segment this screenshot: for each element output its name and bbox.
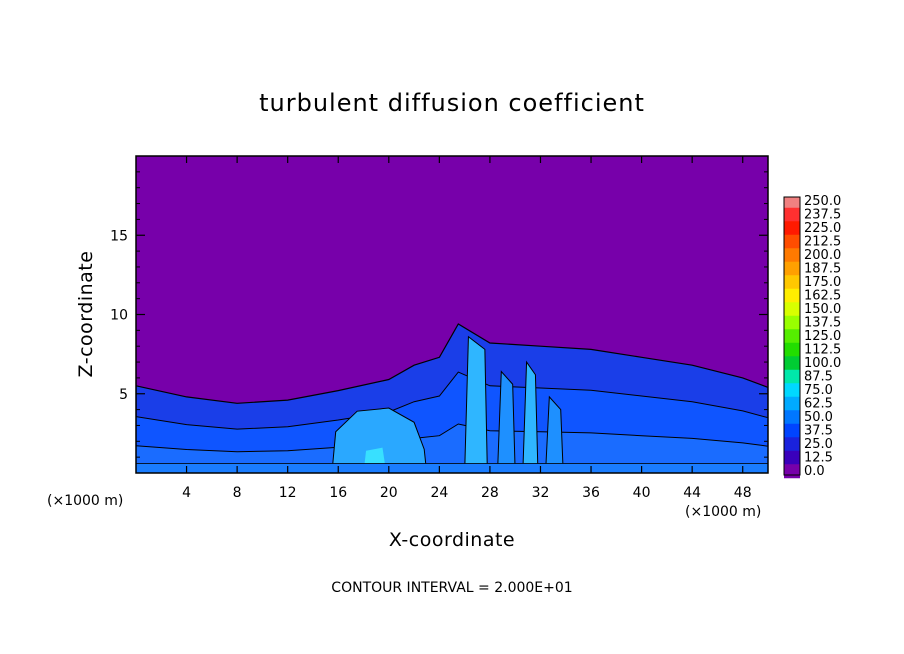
updraft-column <box>497 370 516 473</box>
colorbar-swatch <box>784 288 800 303</box>
colorbar-label: 125.0 <box>804 329 841 344</box>
colorbar-swatch <box>784 248 800 263</box>
colorbar-label: 12.5 <box>804 451 833 466</box>
colorbar-label: 175.0 <box>804 275 841 290</box>
surface-band <box>136 463 768 473</box>
colorbar-label: 150.0 <box>804 302 841 317</box>
colorbar-label: 37.5 <box>804 424 833 439</box>
colorbar-swatch <box>784 464 800 479</box>
x-tick-label: 8 <box>233 485 242 501</box>
y-axis-label: Z-coordinate <box>75 251 97 378</box>
colorbar-label: 200.0 <box>804 248 841 263</box>
x-axis: 4 8 12 16 20 24 28 32 36 40 44 48 <box>182 156 752 501</box>
updraft-column <box>522 360 539 473</box>
colorbar-label: 237.5 <box>804 208 841 223</box>
x-unit-left: (×1000 m) <box>47 493 123 509</box>
updraft-column <box>545 395 564 473</box>
x-tick-label: 48 <box>734 485 752 501</box>
layer-lower-band <box>136 423 768 473</box>
x-tick-label: 44 <box>683 485 701 501</box>
colorbar-label: 225.0 <box>804 221 841 236</box>
chart-title: turbulent diffusion coefficient <box>259 89 645 117</box>
x-tick-label: 36 <box>582 485 600 501</box>
colorbar-swatch <box>784 197 800 211</box>
colorbar-label: 212.5 <box>804 235 841 250</box>
y-tick-label: 10 <box>110 308 128 324</box>
colorbar-swatch <box>784 315 800 330</box>
colorbar-swatch <box>784 261 800 276</box>
colorbar-swatch <box>784 329 800 344</box>
colorbar-label: 0.0 <box>804 464 825 479</box>
colorbar-swatch <box>784 369 800 384</box>
x-tick-label: 40 <box>633 485 651 501</box>
colorbar-label: 87.5 <box>804 370 833 385</box>
colorbar-label: 25.0 <box>804 437 833 452</box>
colorbar-label: 100.0 <box>804 356 841 371</box>
x-tick-label: 20 <box>380 485 398 501</box>
colorbar: 250.0237.5225.0212.5200.0187.5175.0162.5… <box>783 194 841 479</box>
x-tick-label: 16 <box>329 485 347 501</box>
x-tick-label: 24 <box>430 485 448 501</box>
colorbar-swatch <box>784 275 800 290</box>
colorbar-swatch <box>784 234 800 249</box>
x-tick-label: 12 <box>279 485 297 501</box>
colorbar-label: 137.5 <box>804 316 841 331</box>
colorbar-swatch <box>784 396 800 411</box>
colorbar-label: 187.5 <box>804 262 841 277</box>
colorbar-label: 75.0 <box>804 383 833 398</box>
x-unit-right: (×1000 m) <box>685 504 761 520</box>
y-axis: 5 10 15 <box>110 171 768 458</box>
y-tick-label: 5 <box>119 387 128 403</box>
colorbar-swatch <box>784 342 800 357</box>
colorbar-swatch <box>784 302 800 317</box>
contour-interval-note: CONTOUR INTERVAL = 2.000E+01 <box>331 580 572 596</box>
turbulent-field <box>136 323 768 473</box>
colorbar-swatch <box>784 383 800 398</box>
colorbar-swatch <box>784 423 800 438</box>
colorbar-label: 50.0 <box>804 410 833 425</box>
colorbar-swatch <box>784 207 800 222</box>
x-tick-label: 4 <box>182 485 191 501</box>
colorbar-swatch <box>784 356 800 371</box>
colorbar-label: 62.5 <box>804 397 833 412</box>
x-tick-label: 32 <box>532 485 550 501</box>
x-axis-label: X-coordinate <box>389 529 515 551</box>
colorbar-label: 162.5 <box>804 289 841 304</box>
updraft-column <box>464 335 488 473</box>
colorbar-swatch <box>784 450 800 465</box>
y-tick-label: 15 <box>110 228 128 244</box>
colorbar-swatch <box>784 437 800 452</box>
colorbar-swatch <box>784 221 800 236</box>
colorbar-swatch <box>784 410 800 425</box>
colorbar-frame <box>783 196 801 476</box>
colorbar-label: 112.5 <box>804 343 841 358</box>
x-tick-label: 28 <box>481 485 499 501</box>
colorbar-label: 250.0 <box>804 194 841 209</box>
